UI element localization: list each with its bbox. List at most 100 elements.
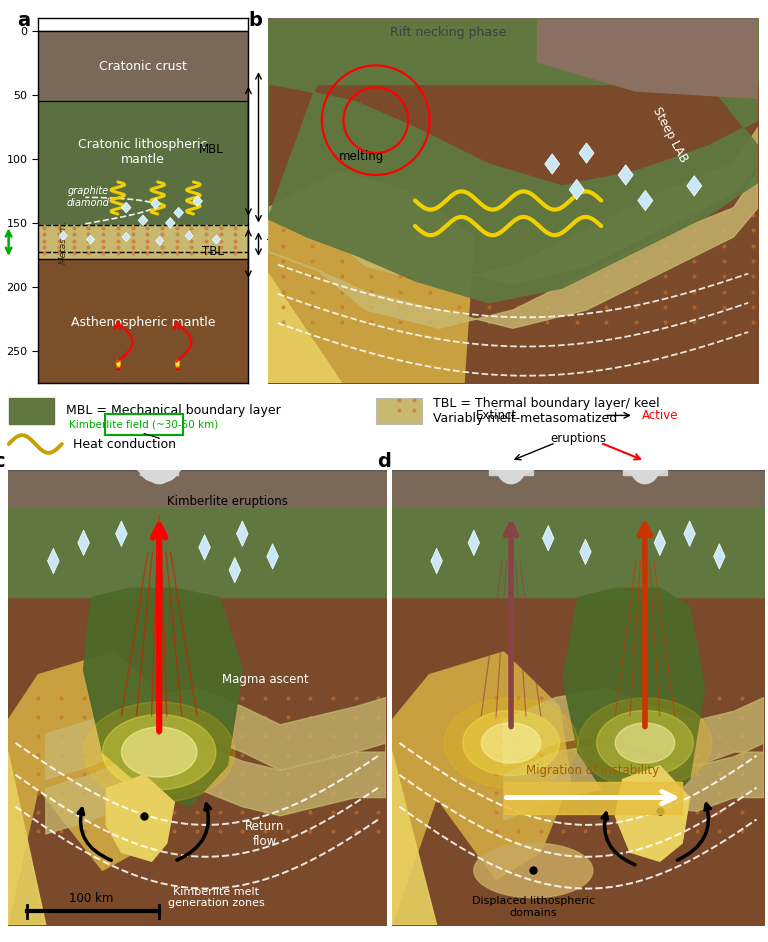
Polygon shape [462, 710, 559, 775]
Polygon shape [268, 84, 758, 302]
Text: Kimberlite eruptions: Kimberlite eruptions [167, 495, 288, 509]
Circle shape [630, 447, 660, 483]
Polygon shape [597, 710, 694, 775]
Text: Extinct: Extinct [475, 409, 517, 422]
Text: MBL = Mechanical boundary layer: MBL = Mechanical boundary layer [65, 404, 280, 417]
Polygon shape [431, 548, 442, 574]
Text: Kimberlite melt
generation zones: Kimberlite melt generation zones [167, 887, 264, 908]
Polygon shape [266, 544, 279, 569]
Polygon shape [580, 539, 591, 564]
Polygon shape [121, 203, 131, 213]
Polygon shape [392, 652, 571, 925]
Circle shape [155, 438, 186, 475]
Text: Metasom.: Metasom. [58, 220, 68, 264]
Circle shape [630, 429, 660, 465]
Circle shape [496, 447, 526, 483]
Text: Heat conduction: Heat conduction [73, 437, 176, 450]
Text: Kimberlite field (~30-50 km): Kimberlite field (~30-50 km) [69, 419, 219, 430]
Polygon shape [185, 231, 194, 240]
Polygon shape [392, 752, 437, 925]
Text: Cratonic crust: Cratonic crust [99, 60, 187, 73]
Polygon shape [122, 233, 131, 241]
Text: Displaced lithospheric
domains: Displaced lithospheric domains [472, 896, 595, 918]
Text: melting: melting [339, 150, 384, 163]
Polygon shape [542, 526, 554, 551]
Text: b: b [248, 10, 263, 30]
Text: Active: Active [641, 409, 678, 422]
Polygon shape [237, 521, 248, 546]
Circle shape [138, 445, 169, 481]
Polygon shape [615, 723, 675, 763]
Circle shape [641, 438, 671, 475]
Polygon shape [504, 689, 764, 820]
Polygon shape [618, 165, 634, 186]
Polygon shape [165, 218, 175, 228]
Polygon shape [151, 199, 161, 209]
Polygon shape [444, 698, 578, 788]
Text: d: d [377, 452, 391, 471]
Circle shape [150, 445, 180, 481]
Circle shape [508, 438, 537, 475]
Text: graphite
diamond: graphite diamond [67, 187, 110, 208]
FancyBboxPatch shape [105, 414, 183, 435]
Circle shape [496, 429, 526, 465]
Circle shape [133, 438, 163, 475]
Text: MBL: MBL [267, 141, 293, 154]
Text: Return
flow: Return flow [245, 820, 285, 848]
Text: Asthenospheric mantle: Asthenospheric mantle [71, 317, 215, 330]
Polygon shape [8, 652, 178, 925]
Polygon shape [48, 548, 59, 574]
Polygon shape [538, 18, 758, 98]
Polygon shape [106, 775, 174, 861]
Polygon shape [474, 843, 593, 898]
Polygon shape [579, 143, 594, 163]
Polygon shape [563, 589, 704, 816]
Polygon shape [174, 207, 184, 218]
Polygon shape [8, 752, 46, 925]
Circle shape [144, 429, 174, 465]
Polygon shape [229, 558, 240, 583]
Text: Steep LAB: Steep LAB [650, 105, 690, 165]
Polygon shape [103, 715, 216, 789]
Polygon shape [121, 727, 197, 777]
Polygon shape [138, 215, 148, 226]
Text: MBL: MBL [199, 143, 224, 155]
Polygon shape [59, 231, 68, 240]
Polygon shape [713, 544, 725, 569]
Polygon shape [687, 175, 702, 196]
Polygon shape [578, 698, 712, 788]
Text: eruptions: eruptions [550, 431, 606, 445]
Polygon shape [654, 530, 666, 556]
Polygon shape [156, 236, 164, 245]
Polygon shape [482, 723, 541, 763]
Bar [376, 398, 422, 424]
Polygon shape [84, 589, 243, 806]
Text: Migration of instability: Migration of instability [526, 764, 660, 777]
Text: 100 km: 100 km [69, 891, 114, 904]
Text: TBL: TBL [202, 245, 224, 258]
Text: Cratonic lithospheric
mantle: Cratonic lithospheric mantle [78, 138, 208, 167]
Text: TBL = Thermal boundary layer/ keel
Variably melt-metasomatized: TBL = Thermal boundary layer/ keel Varia… [433, 397, 660, 425]
Bar [8, 398, 55, 424]
Polygon shape [468, 530, 479, 556]
Polygon shape [193, 196, 203, 206]
Text: a: a [17, 10, 30, 30]
Circle shape [619, 438, 649, 475]
Polygon shape [545, 154, 560, 174]
Text: TBL: TBL [267, 237, 290, 251]
Polygon shape [637, 190, 653, 211]
Polygon shape [268, 18, 474, 383]
Circle shape [144, 447, 174, 483]
Polygon shape [199, 535, 210, 560]
Polygon shape [213, 236, 220, 244]
Polygon shape [268, 273, 342, 383]
Polygon shape [569, 179, 584, 200]
Circle shape [485, 438, 515, 475]
Text: Rift necking phase: Rift necking phase [390, 26, 507, 40]
Polygon shape [87, 236, 94, 244]
Polygon shape [268, 127, 758, 328]
Polygon shape [46, 689, 386, 834]
Polygon shape [115, 521, 127, 546]
Polygon shape [684, 521, 695, 546]
Text: Magma ascent: Magma ascent [222, 673, 309, 686]
